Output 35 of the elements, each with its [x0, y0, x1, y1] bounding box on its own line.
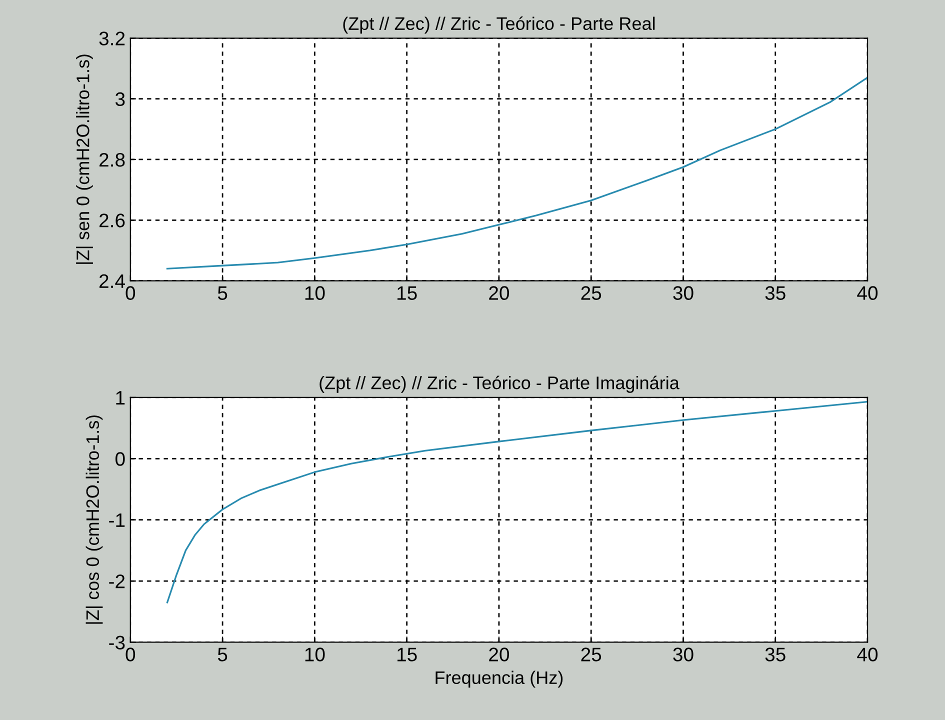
y-tick-label: 1	[116, 391, 125, 404]
x-tick-label: 20	[489, 648, 510, 662]
chart-title: (Zpt // Zec) // Zric - Teórico - Parte Real	[343, 16, 655, 34]
y-tick-label: 2.8	[100, 152, 125, 167]
y-tick-label: -2	[109, 574, 125, 588]
y-tick-label: 0	[115, 452, 125, 466]
line-series	[166, 76, 868, 270]
y-tick-label: -3	[109, 636, 125, 650]
x-tick-label: 40	[857, 648, 878, 662]
x-tick-label: 0	[126, 648, 136, 662]
line-series	[166, 400, 868, 604]
x-tick-label: 35	[765, 286, 786, 300]
x-tick-label: 30	[673, 286, 694, 300]
x-tick-label: 20	[489, 286, 510, 300]
y-tick-label: 3.2	[99, 32, 125, 46]
x-tick-label: 25	[581, 648, 602, 662]
x-tick-label: 10	[305, 286, 325, 300]
x-axis-title: Frequencia (Hz)	[436, 670, 563, 688]
y-tick-label: 3	[115, 92, 125, 106]
x-tick-label: 35	[765, 648, 786, 662]
x-tick-label: 15	[397, 286, 417, 300]
y-tick-label: 2.4	[100, 274, 125, 288]
y-axis-title: |Z| sen 0 (cmH2O.litro-1.s)	[76, 54, 93, 264]
y-tick-label: 2.6	[100, 214, 125, 228]
x-tick-label: 5	[218, 648, 228, 662]
x-tick-label: 30	[673, 648, 694, 662]
y-tick-label: -1	[109, 514, 125, 527]
y-axis-title: |Z| cos 0 (cmH2O.litro-1.s)	[86, 415, 103, 624]
x-tick-label: 40	[857, 286, 878, 300]
chart-title: (Zpt // Zec) // Zric - Teórico - Parte Imaginária	[320, 376, 680, 393]
x-tick-label: 15	[397, 648, 417, 662]
x-tick-label: 5	[218, 286, 228, 300]
x-tick-label: 10	[305, 648, 325, 662]
x-tick-label: 0	[126, 286, 136, 300]
x-tick-label: 25	[581, 286, 602, 300]
